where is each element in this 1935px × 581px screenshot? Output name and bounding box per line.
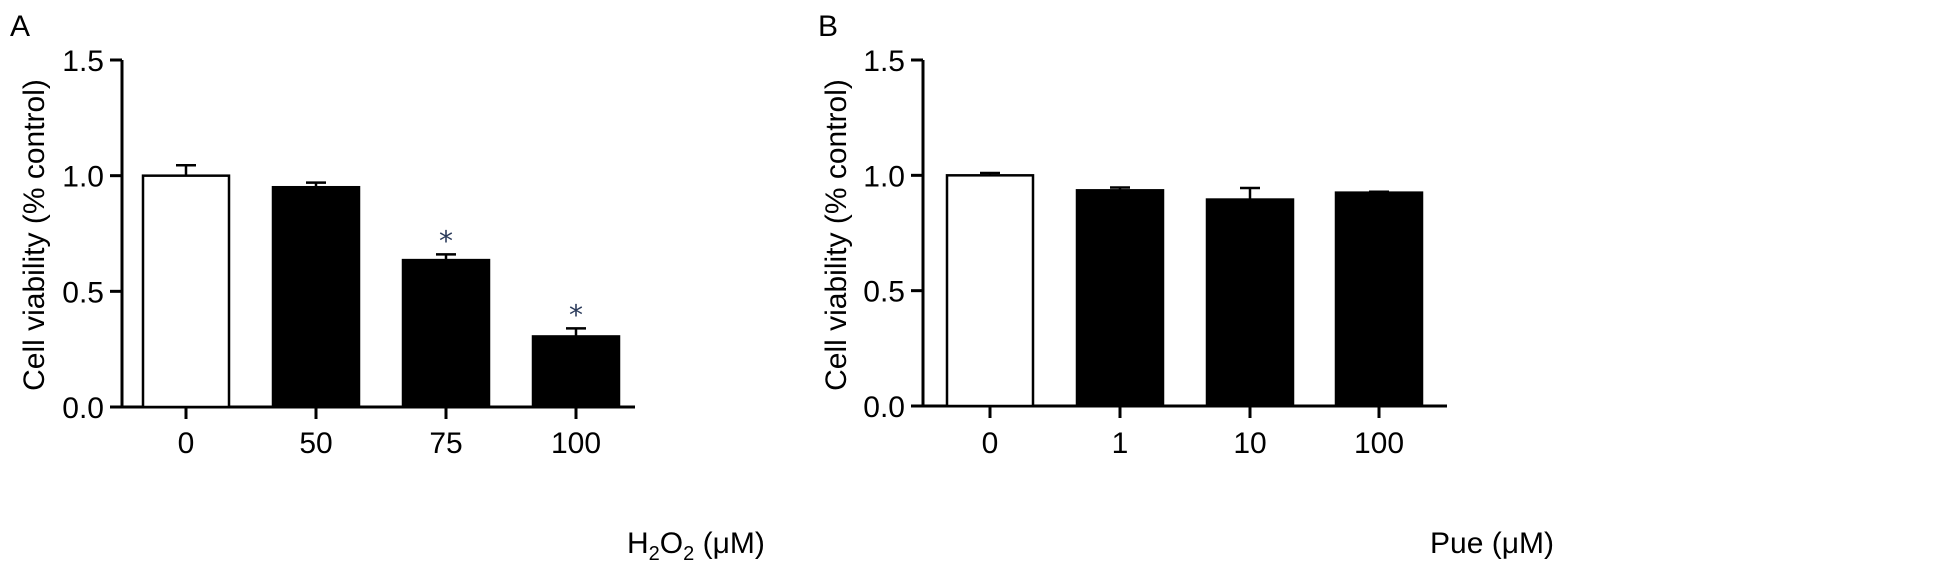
panel-a-x-title-mid: O: [660, 527, 683, 560]
panel-b-chart: B Cell viability (% control) Pue (μM) 0.…: [818, 10, 1554, 560]
panel-b-y-axis-title: Cell viability (% control): [820, 79, 853, 391]
panel-a-x-axis-title: H2O2 (μM): [627, 527, 765, 565]
panel-b-x-axis-title: Pue (μM): [1430, 527, 1554, 560]
panel-b-y-tick-label: 1.5: [863, 45, 905, 78]
panel-b-x-title-base: Pue: [1430, 527, 1483, 560]
panel-b-plot-area: 0.0 0.5 1.0 1.5 0 1 10 100: [863, 45, 1447, 460]
panel-a-x-tick-label: 50: [299, 427, 332, 460]
panel-a-y-tick-label: 1.0: [62, 161, 104, 194]
panel-a-plot-area: 0.0 0.5 1.0 1.5 0 50 75 * 100 *: [62, 45, 635, 460]
panel-b-bar: [1075, 189, 1165, 408]
panel-a-bar: [531, 335, 621, 409]
panel-a-x-title-sub1: 2: [649, 543, 660, 565]
panel-a-y-tick-label: 0.5: [62, 276, 104, 309]
panel-a-x-title-sub2: 2: [683, 543, 694, 565]
panel-b-bar: [1205, 198, 1295, 408]
panel-a-x-tick-label: 75: [429, 427, 462, 460]
panel-a-significance-mark: *: [569, 298, 583, 331]
panel-a-x-title-base: H: [627, 527, 649, 560]
panel-a-significance-mark: *: [439, 224, 453, 257]
panel-b-bar: [1334, 191, 1424, 408]
panel-a-bar: [401, 258, 491, 409]
panel-b-y-tick-label: 1.0: [863, 160, 905, 193]
panel-a-y-tick-label: 0.0: [62, 392, 104, 425]
panel-b-label: B: [818, 10, 838, 43]
panel-b-x-title-unit: (μM): [1483, 527, 1554, 560]
panel-b-y-tick-label: 0.0: [863, 391, 905, 424]
panel-b-bar: [945, 174, 1035, 408]
panel-a-x-title-unit: (μM): [694, 527, 765, 560]
panel-b-x-tick-label: 100: [1354, 427, 1404, 460]
panel-a-x-tick-label: 100: [551, 427, 601, 460]
panel-a-chart: A Cell viability (% control) H2O2 (μM) 0…: [10, 10, 765, 565]
panel-b-x-tick-label: 0: [982, 427, 999, 460]
panel-a-bar: [271, 185, 361, 409]
panel-b-x-tick-label: 10: [1233, 427, 1266, 460]
panel-a-label: A: [10, 10, 30, 43]
panel-a-bar: [141, 174, 231, 409]
panel-b-x-tick-label: 1: [1112, 427, 1129, 460]
panel-b-y-tick-label: 0.5: [863, 276, 905, 309]
panel-a-x-tick-label: 0: [178, 427, 195, 460]
panel-a-y-tick-label: 1.5: [62, 45, 104, 78]
panel-a-y-axis-title: Cell viability (% control): [18, 79, 51, 391]
